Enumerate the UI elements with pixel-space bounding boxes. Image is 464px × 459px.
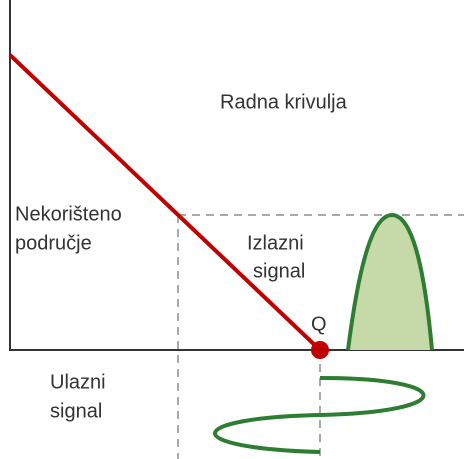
q-point bbox=[311, 341, 329, 359]
output-label: signal bbox=[253, 260, 305, 282]
unused-region-label: područje bbox=[15, 232, 92, 254]
input-label: signal bbox=[50, 400, 102, 422]
input-label: Ulazni bbox=[50, 371, 106, 393]
unused-region-label: Nekorišteno bbox=[15, 203, 122, 225]
output-signal bbox=[346, 212, 434, 351]
load-line-label: Radna krivulja bbox=[220, 91, 348, 113]
output-label: Izlazni bbox=[247, 232, 304, 254]
load-line bbox=[8, 53, 322, 352]
input-signal bbox=[213, 376, 426, 454]
q-label: Q bbox=[311, 313, 327, 335]
